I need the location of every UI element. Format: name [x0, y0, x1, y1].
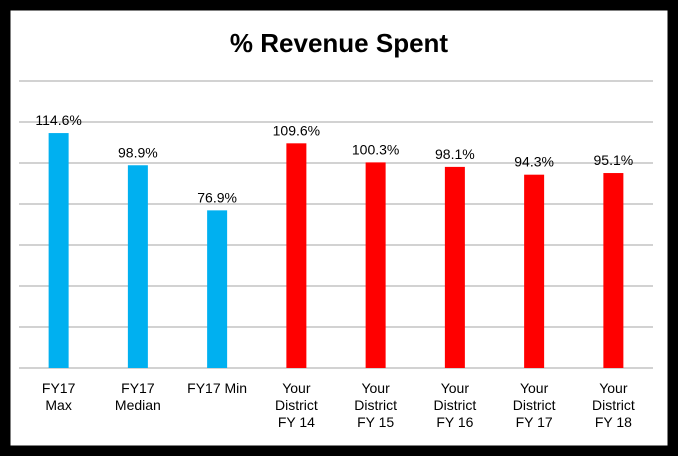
chart-frame: [7, 7, 671, 449]
x-tick-label: Your District FY 16: [433, 380, 476, 430]
chart-title: % Revenue Spent: [230, 28, 449, 58]
x-tick-label: FY17 Median: [115, 380, 161, 413]
bar: [524, 174, 545, 368]
x-tick-label: Your District FY 18: [592, 380, 635, 430]
x-tick-label: Your District FY 15: [354, 380, 397, 430]
value-label: 76.9%: [197, 189, 237, 205]
value-label: 100.3%: [352, 141, 399, 157]
value-label: 95.1%: [594, 152, 634, 168]
bar: [444, 166, 465, 368]
value-label: 94.3%: [514, 154, 554, 170]
bar: [365, 162, 386, 368]
value-label: 98.9%: [118, 144, 158, 160]
value-label: 98.1%: [435, 146, 475, 162]
bar: [48, 133, 69, 368]
bar: [127, 165, 148, 368]
x-tick-label: Your District FY 17: [513, 380, 556, 430]
x-tick-label: FY17 Max: [42, 380, 76, 413]
bar: [286, 143, 307, 368]
bar: [603, 173, 624, 368]
value-label: 109.6%: [273, 122, 320, 138]
x-tick-label: Your District FY 14: [275, 380, 318, 430]
value-label: 114.6%: [35, 112, 81, 128]
bar: [207, 210, 228, 368]
x-tick-label: FY17 Min: [187, 380, 247, 396]
